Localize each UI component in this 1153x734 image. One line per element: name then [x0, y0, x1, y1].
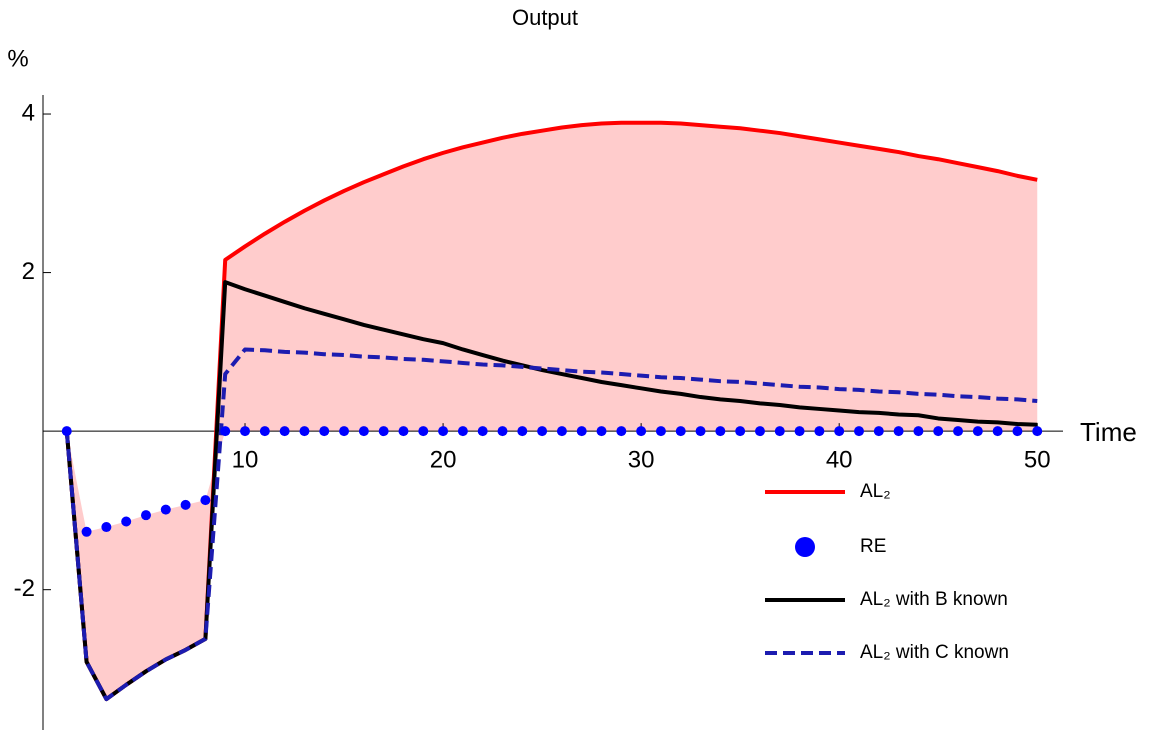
- legend-label: AL₂ with C known: [860, 642, 1009, 663]
- data-point: [695, 426, 706, 437]
- data-point: [913, 426, 924, 437]
- x-tick-label: 20: [430, 446, 457, 473]
- data-point: [1032, 426, 1043, 437]
- data-point: [140, 510, 151, 521]
- series-line: [64, 347, 1038, 702]
- data-point: [854, 426, 864, 437]
- data-point: [101, 522, 112, 533]
- data-point: [655, 426, 666, 437]
- data-point: [160, 504, 171, 515]
- data-point: [953, 426, 964, 437]
- data-point: [1012, 426, 1023, 437]
- data-point: [398, 426, 409, 437]
- data-point: [873, 426, 884, 437]
- data-point: [180, 499, 191, 510]
- legend-marker: [795, 537, 815, 557]
- series-line: [64, 280, 1038, 702]
- data-point: [81, 526, 92, 537]
- data-point: [636, 426, 647, 437]
- data-point: [259, 426, 270, 437]
- data-point: [992, 426, 1003, 437]
- x-axis-label: Time: [1080, 417, 1137, 447]
- data-point: [279, 426, 290, 437]
- data-point: [754, 426, 765, 437]
- data-point: [596, 426, 607, 437]
- x-tick-label: 50: [1024, 446, 1051, 473]
- data-point: [378, 426, 389, 437]
- data-point: [319, 426, 330, 437]
- data-point: [556, 426, 567, 437]
- data-point: [735, 426, 746, 437]
- x-tick-label: 30: [628, 446, 655, 473]
- chart-title: Output: [512, 5, 578, 30]
- data-point: [517, 426, 528, 437]
- data-point: [814, 426, 825, 437]
- y-tick-label: 4: [22, 99, 35, 126]
- data-point: [358, 426, 369, 437]
- data-point: [576, 426, 587, 437]
- data-point: [537, 426, 548, 437]
- data-point: [675, 426, 686, 437]
- data-point: [339, 426, 350, 437]
- data-point: [200, 495, 211, 506]
- y-tick-label: 2: [22, 258, 35, 285]
- data-point: [299, 426, 310, 437]
- x-tick-label: 40: [826, 446, 853, 473]
- data-point: [972, 426, 983, 437]
- data-point: [477, 426, 488, 437]
- data-point: [61, 426, 72, 437]
- fill-area: [66, 122, 1038, 700]
- legend-label: AL₂ with B known: [860, 589, 1008, 610]
- legend-label: AL₂: [860, 481, 891, 502]
- data-point: [774, 426, 785, 437]
- data-point: [497, 426, 508, 437]
- data-point: [121, 516, 132, 527]
- series-line: [64, 120, 1038, 702]
- x-tick-label: 10: [232, 446, 259, 473]
- data-point: [834, 426, 845, 437]
- data-point: [715, 426, 726, 437]
- data-point: [220, 426, 231, 437]
- y-axis-label: %: [7, 45, 28, 72]
- data-point: [418, 426, 429, 437]
- data-point: [616, 426, 627, 437]
- legend-label: RE: [860, 536, 886, 557]
- data-point: [457, 426, 468, 437]
- data-point: [794, 426, 805, 437]
- data-point: [933, 426, 944, 437]
- data-point: [240, 426, 251, 437]
- y-tick-label: -2: [14, 575, 35, 602]
- data-point: [893, 426, 904, 437]
- data-point: [438, 426, 449, 437]
